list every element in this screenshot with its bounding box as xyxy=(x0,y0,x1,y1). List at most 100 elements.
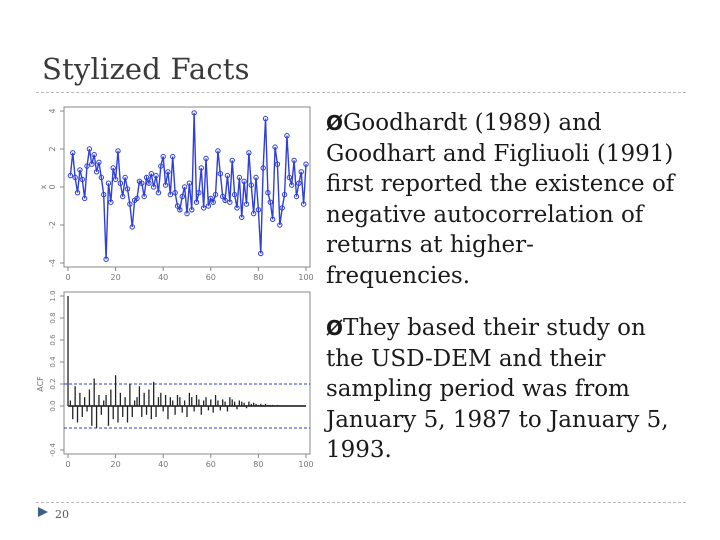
data-point xyxy=(155,190,162,196)
time-series-chart: 0 20 40 60 80 100 -4 -2 0 2 4 x xyxy=(36,103,316,283)
data-point xyxy=(117,180,124,186)
y-tick-label: 0.8 xyxy=(49,312,57,323)
x-tick-label: 60 xyxy=(206,460,216,469)
acf-chart: 0 20 40 60 80 100 -0.4 0.0 0.2 0.4 0.6 0.8 1.0 ACF xyxy=(36,288,316,470)
y-tick-label: -0.4 xyxy=(49,443,57,457)
data-point xyxy=(84,163,90,169)
data-point xyxy=(150,184,157,190)
data-point xyxy=(141,193,147,200)
data-point xyxy=(296,180,302,186)
data-point xyxy=(255,207,262,213)
y-axis-label: ACF xyxy=(36,376,45,392)
y-tick-label: 2 xyxy=(48,146,57,151)
bullet-list: ØGoodhardt (1989) and Goodhart and Figli… xyxy=(326,108,676,488)
x-tick-label: 40 xyxy=(158,460,168,469)
data-point xyxy=(160,153,166,160)
data-point xyxy=(170,153,176,160)
data-point xyxy=(267,199,274,205)
data-point xyxy=(220,193,226,200)
data-point xyxy=(186,180,193,186)
y-tick-label: -4 xyxy=(48,259,57,267)
data-point xyxy=(165,169,171,175)
data-point xyxy=(293,193,300,200)
data-point xyxy=(279,205,285,211)
data-point xyxy=(203,155,209,162)
data-point xyxy=(129,224,135,230)
data-point xyxy=(231,191,238,198)
data-point xyxy=(200,205,207,211)
x-tick-label: 20 xyxy=(111,273,121,282)
data-point xyxy=(181,184,188,190)
data-point xyxy=(172,190,178,196)
data-point xyxy=(158,163,164,169)
data-point xyxy=(212,191,219,198)
data-point xyxy=(208,195,214,202)
data-point xyxy=(272,144,278,150)
data-point xyxy=(298,169,304,175)
data-point xyxy=(262,115,269,122)
data-point xyxy=(253,174,259,181)
data-point xyxy=(246,150,252,156)
data-point xyxy=(291,157,297,164)
series-line xyxy=(69,112,307,260)
data-point xyxy=(120,193,126,200)
data-point xyxy=(286,174,293,181)
data-point xyxy=(303,161,309,167)
data-point xyxy=(265,190,271,196)
y-tick-label: 0.4 xyxy=(49,356,57,368)
data-point xyxy=(86,146,93,152)
data-point xyxy=(241,178,247,185)
data-point xyxy=(243,201,250,207)
bullet-item: ØThey based their study on the USD-DEM a… xyxy=(326,313,676,466)
footer-divider xyxy=(36,502,686,503)
x-tick-label: 60 xyxy=(206,273,216,282)
data-point xyxy=(174,203,181,209)
data-point xyxy=(96,159,102,165)
data-point xyxy=(184,210,190,217)
data-point xyxy=(289,182,295,188)
data-point xyxy=(91,152,97,158)
data-point xyxy=(281,191,288,198)
data-point xyxy=(77,167,83,173)
data-point xyxy=(101,191,107,198)
data-point xyxy=(300,201,307,207)
data-point xyxy=(146,180,152,186)
x-tick-label: 0 xyxy=(65,273,70,282)
data-point xyxy=(124,186,131,192)
data-point xyxy=(222,197,228,204)
data-point xyxy=(210,199,216,205)
data-point xyxy=(74,190,81,196)
x-tick-label: 100 xyxy=(298,273,313,282)
data-point xyxy=(196,190,202,196)
data-point xyxy=(134,195,140,202)
arrow-bullet-icon: Ø xyxy=(326,111,344,135)
bullet-item: ØGoodhardt (1989) and Goodhart and Figli… xyxy=(326,108,676,291)
data-point xyxy=(115,148,121,154)
data-point xyxy=(224,172,231,179)
data-point xyxy=(162,182,169,188)
data-point xyxy=(105,180,112,186)
data-point xyxy=(108,199,114,205)
x-tick-label: 80 xyxy=(253,273,263,282)
data-point xyxy=(234,205,240,211)
data-point xyxy=(81,195,88,202)
y-tick-label: 0.6 xyxy=(49,334,57,346)
page-number: 20 xyxy=(55,508,69,521)
y-tick-label: 0.0 xyxy=(49,400,57,411)
data-point xyxy=(217,171,224,177)
x-tick-label: 100 xyxy=(298,460,313,469)
x-tick-label: 20 xyxy=(111,460,121,469)
data-point xyxy=(205,203,212,209)
data-point xyxy=(191,110,197,116)
plot-frame xyxy=(63,291,311,455)
data-point xyxy=(93,169,100,175)
data-point xyxy=(258,250,264,257)
page-marker-icon xyxy=(38,507,48,517)
data-point xyxy=(70,150,76,156)
y-tick-label: 0.2 xyxy=(49,378,57,389)
data-point xyxy=(177,207,183,213)
data-point xyxy=(236,174,243,181)
data-point xyxy=(229,157,235,164)
y-tick-label: 0 xyxy=(48,184,57,189)
y-axis-label: x xyxy=(39,184,48,189)
